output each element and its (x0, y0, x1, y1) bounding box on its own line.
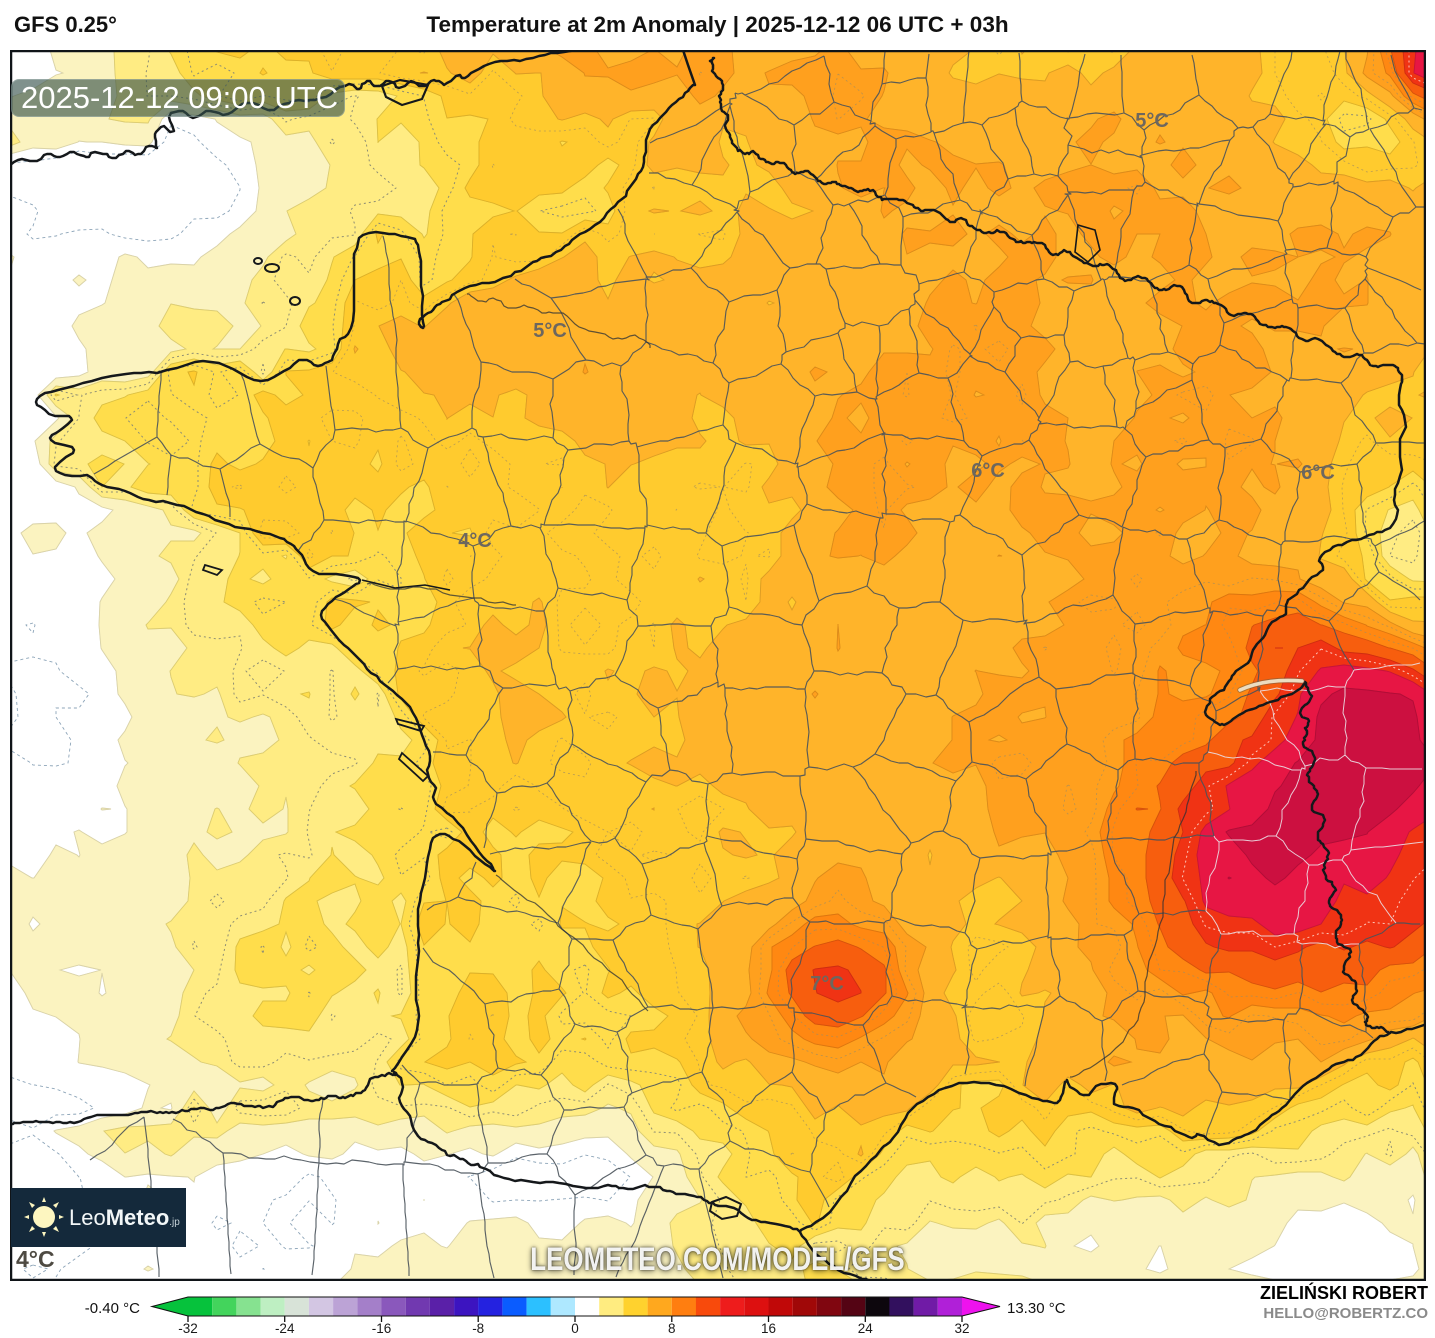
svg-text:-8: -8 (472, 1321, 484, 1336)
svg-text:32: 32 (954, 1321, 969, 1336)
svg-text:6°C: 6°C (971, 460, 1005, 482)
svg-text:6°C: 6°C (1301, 462, 1335, 484)
svg-text:4°C: 4°C (16, 1246, 55, 1272)
svg-text:24: 24 (858, 1321, 874, 1336)
svg-text:5°C: 5°C (1135, 110, 1169, 132)
svg-text:4°C: 4°C (458, 530, 492, 552)
svg-text:-24: -24 (275, 1321, 295, 1336)
svg-text:16: 16 (761, 1321, 776, 1336)
svg-text:8: 8 (668, 1321, 676, 1336)
svg-text:5°C: 5°C (533, 320, 567, 342)
svg-text:-16: -16 (372, 1321, 392, 1336)
svg-text:7°C: 7°C (810, 973, 844, 995)
svg-text:-32: -32 (178, 1321, 198, 1336)
svg-text:LeoMeteo.jp: LeoMeteo.jp (69, 1205, 180, 1230)
svg-text:0: 0 (571, 1321, 579, 1336)
